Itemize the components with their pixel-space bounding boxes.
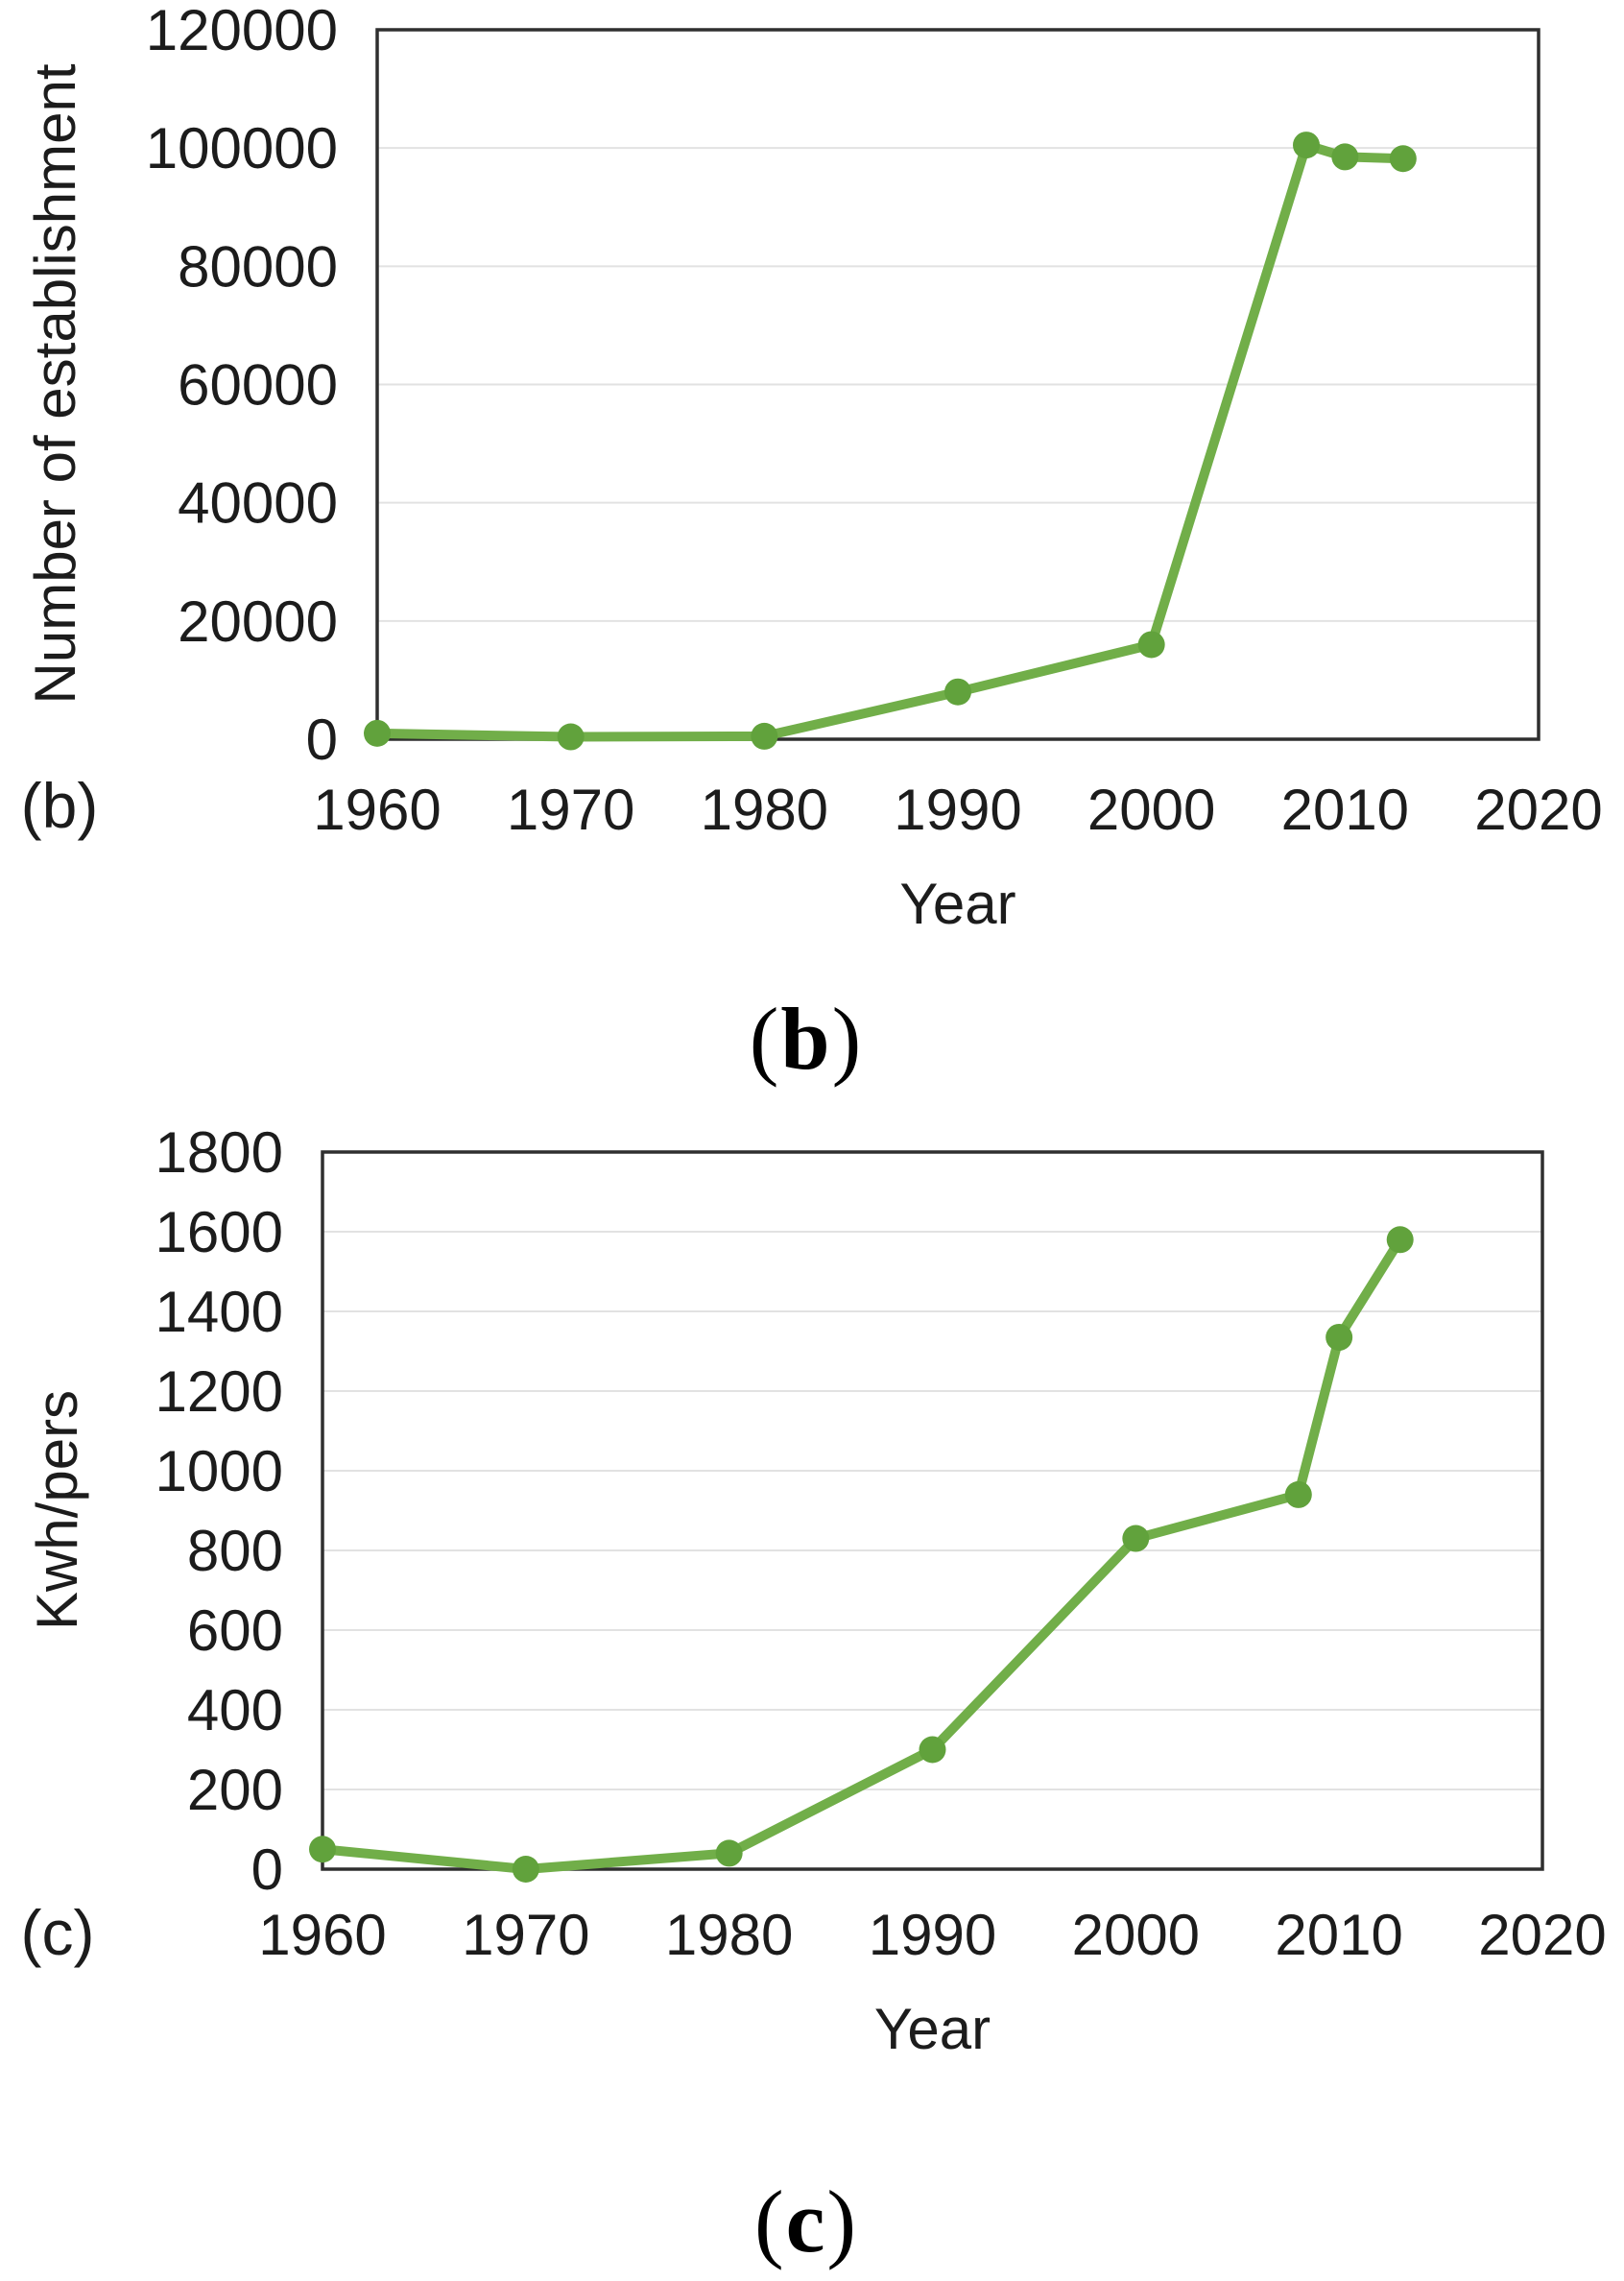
y-tick-label: 800 <box>187 1519 283 1583</box>
x-tick-label: 2020 <box>1478 1903 1606 1967</box>
data-point <box>512 1856 539 1883</box>
chart-c: 0 200 400 600 800 1000 1200 1400 1600 1800 1960 197… <box>25 1120 1607 2061</box>
data-point <box>557 723 585 751</box>
data-point <box>715 1839 743 1867</box>
x-axis-title: Year <box>899 872 1015 936</box>
y-tick-label: 1800 <box>155 1120 283 1185</box>
x-tick-label: 2010 <box>1281 778 1409 842</box>
y-tick-label: 1600 <box>155 1200 283 1264</box>
panel-label-b: (b) <box>20 770 99 841</box>
x-tick-label: 1990 <box>894 778 1021 842</box>
x-tick-label: 2000 <box>1087 778 1215 842</box>
y-tick-label: 100000 <box>146 116 338 180</box>
y-tick-label: 1400 <box>155 1280 283 1344</box>
y-tick-label: 20000 <box>178 589 338 654</box>
data-point <box>309 1836 336 1863</box>
x-tick-label: 1960 <box>258 1903 386 1967</box>
data-point <box>364 719 391 747</box>
y-tick-label: 60000 <box>178 353 338 418</box>
plot-frame <box>375 28 1540 741</box>
data-point <box>1122 1525 1150 1552</box>
data-point <box>944 678 971 706</box>
y-tick-label: 400 <box>187 1678 283 1742</box>
y-tick-label: 0 <box>306 708 338 772</box>
x-tick-label: 1980 <box>665 1903 793 1967</box>
data-point <box>751 722 778 750</box>
x-tick-label: 1970 <box>507 778 634 842</box>
caption-b-open: ( <box>749 990 781 1088</box>
y-tick-label: 80000 <box>178 234 338 299</box>
x-tick-label: 2000 <box>1072 1903 1200 1967</box>
y-axis-title: Kwh/pers <box>25 1390 89 1630</box>
panel-label-c: (c) <box>20 1897 95 1968</box>
data-point <box>1137 631 1165 659</box>
y-tick-label: 40000 <box>178 471 338 536</box>
x-tick-label: 2020 <box>1474 778 1602 842</box>
caption-c-letter: c <box>785 2173 827 2270</box>
caption-c-close: ) <box>826 2173 859 2270</box>
caption-b-letter: b <box>780 990 832 1088</box>
x-tick-label: 1980 <box>701 778 828 842</box>
series-line <box>318 1235 1405 1874</box>
y-tick-label: 1200 <box>155 1359 283 1424</box>
y-tick-label: 200 <box>187 1758 283 1822</box>
x-tick-label: 2010 <box>1275 1903 1402 1967</box>
y-axis-title: Number of establishment <box>23 63 87 704</box>
y-tick-label: 120000 <box>146 0 338 62</box>
data-point <box>1386 1226 1414 1254</box>
data-point <box>1331 143 1359 171</box>
x-tick-label: 1990 <box>869 1903 996 1967</box>
caption-c: (c) <box>754 2171 858 2272</box>
x-tick-label: 1970 <box>462 1903 589 1967</box>
data-point <box>1293 132 1320 159</box>
plot-frame <box>321 1150 1544 1871</box>
y-tick-label: 1000 <box>155 1439 283 1503</box>
y-tick-label: 600 <box>187 1598 283 1663</box>
caption-b: (b) <box>750 988 863 1090</box>
caption-c-open: ( <box>753 2173 786 2270</box>
chart-b: 0 20000 40000 60000 80000 100000 120000 1960 197… <box>23 0 1603 936</box>
series-line <box>372 140 1408 742</box>
x-axis-title: Year <box>874 1997 991 2061</box>
data-point <box>1284 1480 1312 1508</box>
y-tick-label: 0 <box>251 1837 283 1902</box>
caption-b-close: ) <box>831 990 864 1088</box>
x-tick-label: 1960 <box>313 778 441 842</box>
data-point <box>919 1736 946 1764</box>
data-point <box>1389 145 1417 173</box>
data-point <box>1325 1323 1353 1351</box>
